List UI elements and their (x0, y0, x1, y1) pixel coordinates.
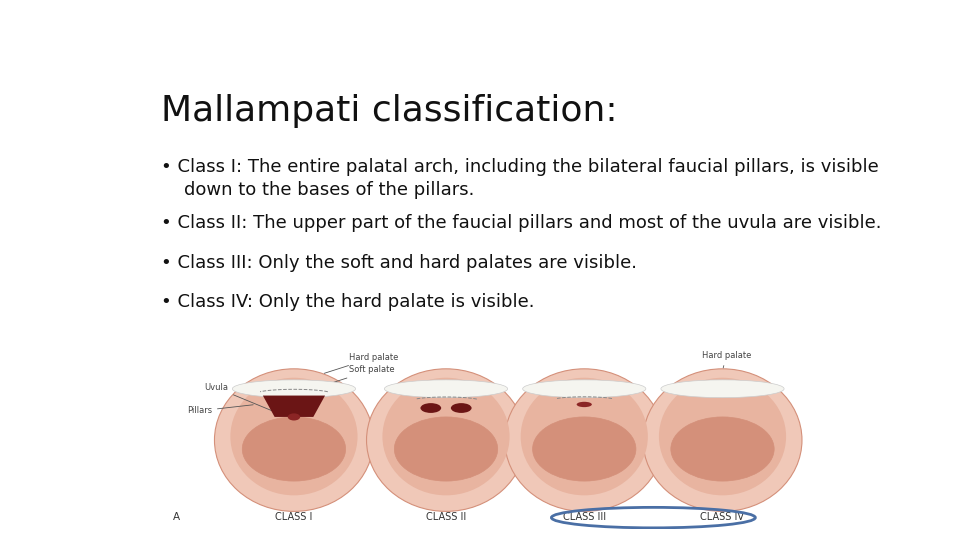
Text: • Class I: The entire palatal arch, including the bilateral faucial pillars, is : • Class I: The entire palatal arch, incl… (161, 158, 878, 199)
Ellipse shape (288, 414, 300, 421)
Ellipse shape (660, 380, 784, 397)
Ellipse shape (522, 380, 646, 397)
Ellipse shape (230, 377, 357, 495)
Text: Mallampati classification:: Mallampati classification: (161, 94, 617, 128)
Text: Hard palate: Hard palate (324, 353, 398, 373)
Ellipse shape (395, 417, 497, 481)
Text: • Class III: Only the soft and hard palates are visible.: • Class III: Only the soft and hard pala… (161, 254, 636, 272)
Polygon shape (263, 395, 325, 417)
Text: Uvula: Uvula (204, 383, 284, 416)
Text: A: A (173, 512, 180, 522)
Text: Hard palate: Hard palate (702, 351, 751, 368)
Ellipse shape (671, 417, 774, 481)
Ellipse shape (520, 377, 648, 495)
Ellipse shape (382, 377, 510, 495)
Ellipse shape (214, 369, 373, 511)
Text: CLASS I: CLASS I (276, 512, 313, 522)
Ellipse shape (420, 403, 442, 413)
Ellipse shape (232, 380, 355, 397)
Text: Pillars: Pillars (187, 405, 253, 415)
Ellipse shape (242, 417, 346, 481)
Ellipse shape (659, 377, 786, 495)
Ellipse shape (577, 402, 592, 407)
Ellipse shape (505, 369, 663, 511)
Text: • Class II: The upper part of the faucial pillars and most of the uvula are visi: • Class II: The upper part of the faucia… (161, 214, 881, 233)
Ellipse shape (533, 417, 636, 481)
Ellipse shape (643, 369, 802, 511)
Text: CLASS II: CLASS II (426, 512, 467, 522)
Ellipse shape (367, 369, 525, 511)
Ellipse shape (384, 380, 508, 397)
Text: CLASS IV: CLASS IV (701, 512, 745, 522)
Text: CLASS III: CLASS III (563, 512, 606, 522)
Text: Soft palate: Soft palate (318, 366, 395, 388)
Ellipse shape (451, 403, 471, 413)
Text: • Class IV: Only the hard palate is visible.: • Class IV: Only the hard palate is visi… (161, 293, 535, 312)
